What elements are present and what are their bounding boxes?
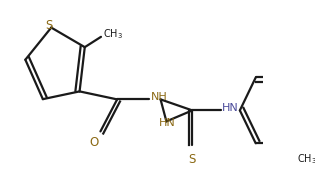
Text: O: O <box>89 136 98 149</box>
Text: S: S <box>189 153 196 166</box>
Text: CH$_3$: CH$_3$ <box>297 152 315 166</box>
Text: CH$_3$: CH$_3$ <box>103 27 123 41</box>
Text: HN: HN <box>159 118 176 128</box>
Text: S: S <box>45 19 52 32</box>
Text: HN: HN <box>221 103 238 113</box>
Text: NH: NH <box>151 92 167 102</box>
